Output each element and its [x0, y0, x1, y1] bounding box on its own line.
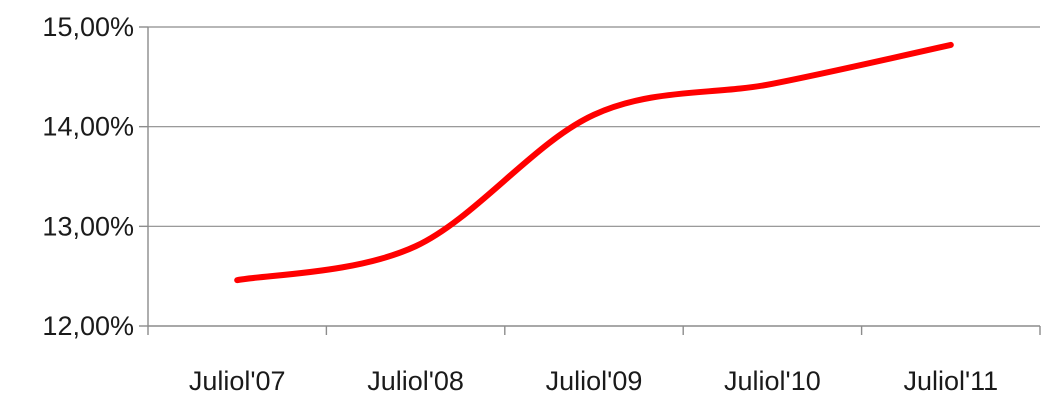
- axis-layer: [139, 26, 1041, 335]
- y-tick-label: 12,00%: [42, 311, 134, 341]
- x-tick-label: Juliol'07: [189, 366, 286, 394]
- x-tick-label: Juliol'08: [367, 366, 464, 394]
- x-tick-label: Juliol'11: [903, 366, 998, 394]
- y-tick-label: 14,00%: [42, 112, 134, 142]
- label-layer: 12,00% 13,00% 14,00% 15,00% Juliol'07 Juliol'…: [42, 12, 998, 394]
- y-tick-label: 15,00%: [42, 12, 134, 42]
- grid-layer: [148, 26, 1040, 227]
- series-layer: [234, 41, 954, 284]
- x-tick-label: Juliol'10: [724, 366, 821, 394]
- x-tick-label: Juliol'09: [546, 366, 643, 394]
- series-line-0: [234, 41, 954, 284]
- y-tick-label: 13,00%: [42, 211, 134, 241]
